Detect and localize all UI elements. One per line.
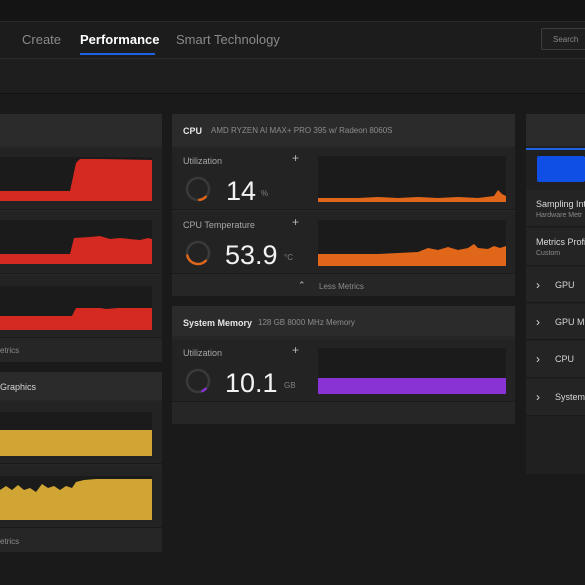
window-top-strip bbox=[0, 0, 585, 22]
gpu-metric-1-chart bbox=[0, 157, 152, 201]
graphics-metric-1-area bbox=[0, 430, 152, 456]
memory-panel-header: System Memory 128 GB 8000 MHz Memory bbox=[172, 306, 515, 336]
cpu-utilization-label: Utilization bbox=[183, 156, 223, 166]
graphics-panel-title: Graphics bbox=[0, 382, 37, 392]
cpu-temperature-metric: CPU Temperature + 53.9 °C bbox=[172, 212, 515, 274]
gpu-metric-3-area bbox=[0, 308, 152, 330]
memory-spec: 128 GB 8000 MHz Memory bbox=[258, 318, 355, 327]
sampling-interval-sub: Hardware Metr bbox=[536, 212, 583, 219]
gpu-metrics-toggle-label[interactable]: etrics bbox=[0, 346, 20, 355]
memory-utilization-area bbox=[318, 378, 506, 394]
memory-utilization-label: Utilization bbox=[183, 348, 223, 358]
toolbar-strip bbox=[0, 58, 585, 94]
main-navigation: Create Performance Smart Technology bbox=[0, 22, 585, 58]
sidebar-header bbox=[526, 114, 585, 146]
memory-panel: System Memory 128 GB 8000 MHz Memory Uti… bbox=[172, 306, 515, 424]
memory-utilization-chart bbox=[318, 348, 506, 394]
graphics-metrics-toggle-label[interactable]: etrics bbox=[0, 537, 20, 546]
graphics-metric-2-chart bbox=[0, 476, 152, 520]
sampling-interval-label: Sampling Int bbox=[536, 199, 585, 209]
cpu-utilization-gauge bbox=[185, 176, 211, 202]
graphics-panel: Graphics etrics bbox=[0, 372, 162, 552]
chevron-up-icon: ⌃ bbox=[298, 280, 306, 290]
cpu-temperature-chart bbox=[318, 220, 506, 266]
cpu-temperature-unit: °C bbox=[284, 253, 293, 262]
chevron-right-icon: › bbox=[536, 278, 540, 292]
cpu-utilization-unit: % bbox=[261, 189, 269, 198]
cpu-temperature-area bbox=[318, 244, 506, 266]
sidebar-item-label: System bbox=[555, 392, 585, 402]
cpu-temperature-gauge bbox=[185, 240, 211, 266]
less-metrics-label: Less Metrics bbox=[319, 282, 364, 291]
sidebar-item-gpu-memory[interactable]: › GPU M bbox=[526, 304, 585, 340]
cpu-panel-header: CPU AMD RYZEN AI MAX+ PRO 395 w/ Radeon … bbox=[172, 114, 515, 146]
gpu-metric-2 bbox=[0, 212, 162, 274]
memory-utilization-unit: GB bbox=[284, 381, 296, 390]
add-icon[interactable]: + bbox=[292, 151, 300, 165]
chevron-right-icon: › bbox=[536, 352, 540, 366]
memory-gauge-arc bbox=[201, 387, 208, 393]
metrics-profile-setting[interactable]: Metrics Profi Custom bbox=[526, 228, 585, 266]
less-metrics-toggle[interactable]: ⌃ Less Metrics bbox=[172, 276, 515, 296]
memory-panel-title: System Memory bbox=[183, 318, 253, 328]
gpu-panel: etrics bbox=[0, 114, 162, 362]
metrics-profile-label: Metrics Profi bbox=[536, 237, 585, 247]
cpu-panel-title: CPU bbox=[183, 126, 203, 136]
sidebar-item-cpu[interactable]: › CPU bbox=[526, 341, 585, 378]
cpu-utilization-value: 14 bbox=[226, 176, 257, 206]
chevron-right-icon: › bbox=[536, 315, 540, 329]
gpu-metric-3 bbox=[0, 276, 162, 338]
gpu-metric-1-area bbox=[0, 159, 152, 201]
primary-action-button[interactable] bbox=[537, 156, 585, 182]
active-tab-indicator bbox=[80, 53, 155, 55]
sidebar-item-gpu[interactable]: › GPU bbox=[526, 267, 585, 303]
chevron-right-icon: › bbox=[536, 390, 540, 404]
add-icon[interactable]: + bbox=[292, 215, 300, 229]
cpu-temperature-value: 53.9 bbox=[225, 240, 278, 270]
tab-performance[interactable]: Performance bbox=[80, 32, 160, 47]
sidebar-item-system-memory[interactable]: › System bbox=[526, 379, 585, 416]
cpu-utilization-area bbox=[318, 190, 506, 202]
graphics-metric-1 bbox=[0, 402, 162, 464]
memory-utilization-metric: Utilization + 10.1 GB bbox=[172, 340, 515, 402]
gpu-metric-3-chart bbox=[0, 286, 152, 330]
graphics-metric-2-area bbox=[0, 479, 152, 520]
add-icon[interactable]: + bbox=[292, 343, 300, 357]
cpu-temperature-gauge-arc bbox=[186, 254, 208, 266]
graphics-metric-1-chart bbox=[0, 412, 152, 456]
gpu-metric-2-chart bbox=[0, 220, 152, 264]
graphics-panel-header: Graphics bbox=[0, 372, 162, 400]
metrics-profile-sub: Custom bbox=[536, 250, 561, 257]
sidebar-item-label: GPU bbox=[555, 280, 575, 290]
sidebar-item-label: CPU bbox=[555, 354, 575, 364]
graphics-metric-2 bbox=[0, 466, 162, 528]
gpu-metric-1 bbox=[0, 148, 162, 210]
memory-gauge bbox=[185, 368, 211, 394]
memory-utilization-value: 10.1 bbox=[225, 368, 278, 398]
sampling-interval-setting[interactable]: Sampling Int Hardware Metr bbox=[526, 190, 585, 227]
cpu-utilization-chart bbox=[318, 156, 506, 202]
cpu-utilization-gauge-arc bbox=[198, 195, 208, 202]
cpu-utilization-metric: Utilization + 14 % bbox=[172, 148, 515, 210]
cpu-model-name: AMD RYZEN AI MAX+ PRO 395 w/ Radeon 8060… bbox=[211, 126, 393, 135]
tab-smart-technology[interactable]: Smart Technology bbox=[176, 32, 280, 47]
sidebar-item-label: GPU M bbox=[555, 317, 585, 327]
cpu-panel: CPU AMD RYZEN AI MAX+ PRO 395 w/ Radeon … bbox=[172, 114, 515, 296]
sidebar-active-indicator bbox=[526, 148, 585, 150]
cpu-temperature-label: CPU Temperature bbox=[183, 220, 255, 230]
tab-create[interactable]: Create bbox=[22, 32, 62, 47]
search-input[interactable]: Search bbox=[541, 28, 585, 50]
gpu-metric-2-area bbox=[0, 236, 152, 264]
gpu-panel-header bbox=[0, 114, 162, 146]
